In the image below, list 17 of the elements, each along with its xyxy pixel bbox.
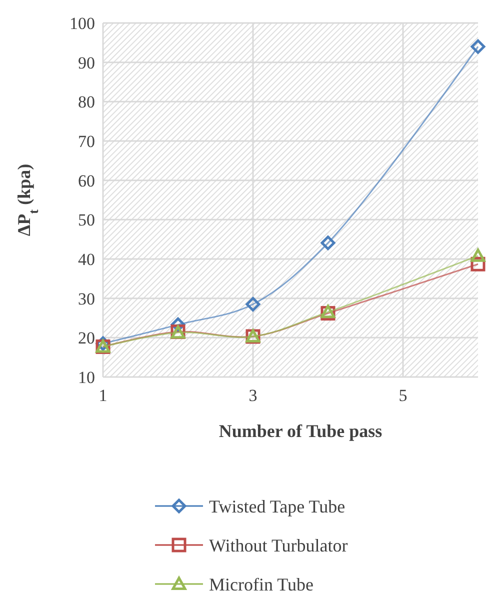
y-tick-label: 90 [78,53,95,72]
legend-label: Without Turbulator [209,535,348,556]
legend-label: Twisted Tape Tube [209,496,346,516]
x-tick-label: 1 [98,386,108,405]
y-tick-label: 20 [78,328,95,348]
x-axis-title: Number of Tube pass [218,421,382,441]
x-tick-label: 5 [398,386,408,405]
y-tick-label: 10 [78,368,95,387]
y-tick-label: 40 [78,250,95,269]
y-tick-label: 80 [78,92,95,112]
legend-label: Microfin Tube [209,574,314,594]
x-tick-label: 3 [248,386,258,405]
y-tick-label: 50 [78,210,95,230]
y-tick-label: 100 [70,14,95,33]
y-tick-label: 60 [78,171,95,190]
y-tick-label: 70 [78,132,95,151]
y-tick-label: 30 [78,289,95,308]
